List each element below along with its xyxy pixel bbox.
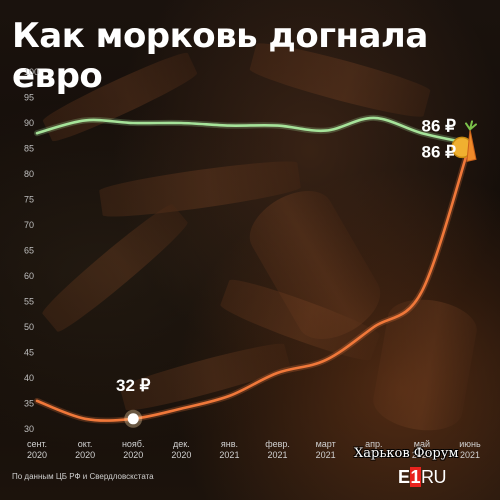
logo-suffix: RU — [421, 467, 447, 487]
y-tick-label: 80 — [24, 169, 34, 179]
y-tick-label: 60 — [24, 271, 34, 281]
y-tick-label: 55 — [24, 297, 34, 307]
y-tick-label: 45 — [24, 348, 34, 358]
y-axis: 30 35 40 45 50 55 60 65 70 75 80 85 90 95 100 — [24, 67, 39, 434]
x-tick-year: 2021 — [219, 450, 239, 460]
x-tick-month: дек. — [173, 439, 190, 449]
x-tick-year: 2020 — [75, 450, 95, 460]
euro-value-label: 86 ₽ — [422, 116, 457, 135]
x-tick-year: 2021 — [460, 450, 480, 460]
y-tick-label: 100 — [24, 67, 39, 77]
x-tick-month: окт. — [78, 439, 93, 449]
x-tick-year: 2021 — [268, 450, 288, 460]
series-layer — [34, 114, 473, 424]
x-tick-month: июнь — [459, 439, 481, 449]
x-tick-year: 2020 — [171, 450, 191, 460]
y-tick-label: 95 — [24, 93, 34, 103]
logo-main: E — [398, 467, 410, 487]
carrot-leaves-icon — [465, 120, 477, 131]
y-tick-label: 65 — [24, 246, 34, 256]
y-tick-label: 40 — [24, 373, 34, 383]
y-tick-label: 35 — [24, 399, 34, 409]
x-tick-year: 2021 — [364, 450, 384, 460]
x-tick-year: 2020 — [123, 450, 143, 460]
x-axis: сент.2020окт.2020нояб.2020дек.2020янв.20… — [27, 439, 481, 460]
annotation-layer: 86 ₽ 86 ₽ 32 ₽ — [116, 116, 456, 394]
y-tick-label: 75 — [24, 195, 34, 205]
y-tick-label: 85 — [24, 144, 34, 154]
y-tick-label: 30 — [24, 424, 34, 434]
source-note: По данным ЦБ РФ и Свердловскстата — [12, 472, 154, 481]
chart-title: Как морковь догнала евро — [12, 16, 428, 96]
x-tick-month: нояб. — [122, 439, 145, 449]
x-tick-month: март — [316, 439, 336, 449]
x-tick-month: май — [414, 439, 430, 449]
e1-logo[interactable]: E1RU — [398, 467, 447, 488]
x-tick-month: сент. — [27, 439, 47, 449]
x-tick-month: апр. — [365, 439, 382, 449]
carrot-series-glow — [34, 140, 473, 424]
watermark: Харьков Форум — [354, 446, 459, 461]
x-tick-month: янв. — [221, 439, 238, 449]
x-tick-year: 2021 — [316, 450, 336, 460]
logo-one: 1 — [409, 467, 422, 487]
y-tick-label: 50 — [24, 322, 34, 332]
marker-layer — [124, 120, 477, 428]
y-tick-label: 90 — [24, 118, 34, 128]
carrot-series-line — [35, 142, 472, 422]
euro-series-line — [35, 116, 472, 145]
low-point-marker — [127, 413, 139, 425]
x-tick-month: февр. — [265, 439, 290, 449]
carrot-icon — [466, 129, 477, 163]
x-tick-year: 2020 — [27, 450, 47, 460]
carrot-value-label: 32 ₽ — [116, 376, 151, 395]
y-tick-label: 70 — [24, 220, 34, 230]
carrot-value-label: 86 ₽ — [422, 142, 457, 161]
euro-series-glow — [34, 114, 473, 147]
x-tick-year: 2021 — [412, 450, 432, 460]
